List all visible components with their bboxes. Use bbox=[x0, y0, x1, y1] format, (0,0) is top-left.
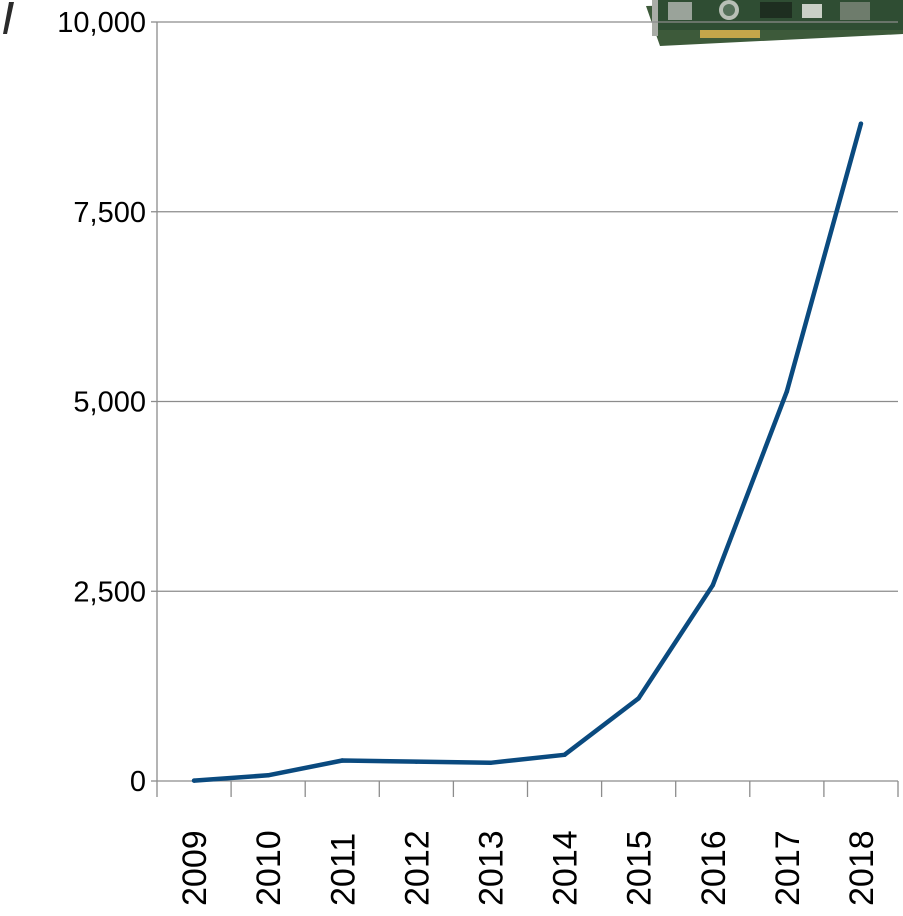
x-tick-label: 2018 bbox=[843, 830, 881, 906]
x-tick-label: 2015 bbox=[621, 830, 659, 906]
x-tick-label: 2017 bbox=[769, 830, 807, 906]
x-tick-labels: 2009 2010 2011 2012 2013 2014 2015 2016 2017 2018 bbox=[176, 830, 881, 906]
data-point bbox=[858, 121, 864, 126]
data-point bbox=[191, 778, 197, 783]
gridlines bbox=[157, 21, 898, 592]
data-point bbox=[636, 696, 641, 701]
x-tick-label: 2012 bbox=[398, 830, 436, 906]
y-tick-label: 2,500 bbox=[73, 576, 146, 608]
y-tick-labels: 0 2,500 5,000 7,500 10,000 bbox=[57, 7, 146, 798]
axes bbox=[151, 21, 899, 797]
data-point bbox=[562, 752, 567, 758]
x-tick-label: 2013 bbox=[472, 830, 510, 906]
y-tick-label: 10,000 bbox=[57, 7, 146, 39]
series-line bbox=[191, 121, 864, 783]
gpu-card-image bbox=[646, 0, 903, 46]
x-tick-label: 2016 bbox=[695, 830, 733, 906]
data-point bbox=[414, 759, 419, 764]
x-tick-label: 2009 bbox=[176, 830, 214, 906]
x-tick-label: 2011 bbox=[324, 833, 362, 906]
x-tick-label: 2010 bbox=[250, 830, 288, 906]
data-point bbox=[265, 773, 271, 778]
series bbox=[191, 121, 864, 783]
data-point bbox=[784, 389, 790, 394]
y-tick-label: 5,000 bbox=[73, 387, 146, 419]
data-point bbox=[340, 758, 345, 763]
corner-decoration bbox=[3, 2, 14, 34]
x-tick-label: 2014 bbox=[547, 830, 585, 906]
y-tick-label: 0 bbox=[130, 766, 146, 798]
data-point bbox=[710, 582, 715, 588]
data-point bbox=[488, 760, 493, 765]
y-tick-label: 7,500 bbox=[73, 197, 146, 229]
